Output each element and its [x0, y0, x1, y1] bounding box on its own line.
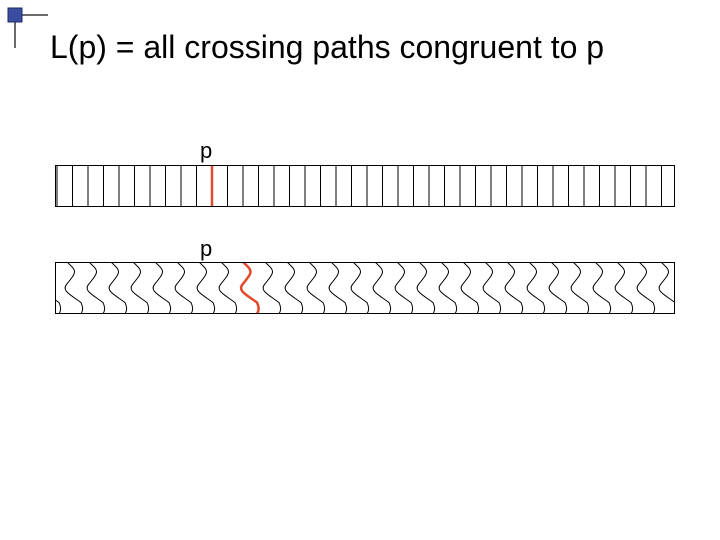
strip2-label: p [200, 236, 212, 262]
slide: L(p) = all crossing paths congruent to p… [0, 0, 720, 540]
strip-wavy-paths [55, 262, 675, 314]
strip-straight-paths [55, 165, 675, 207]
strip1-label: p [200, 138, 212, 164]
slide-title: L(p) = all crossing paths congruent to p [50, 28, 700, 66]
